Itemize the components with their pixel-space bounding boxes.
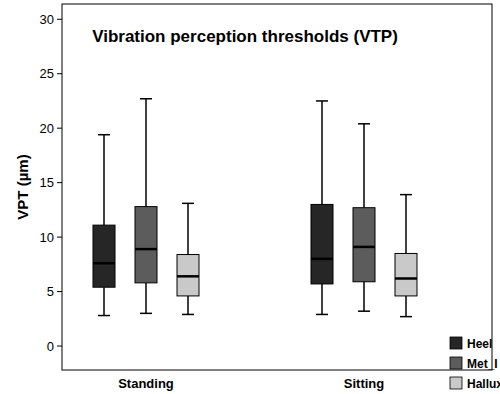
- y-axis-label: VPT (µm): [14, 154, 31, 219]
- marks: [93, 99, 417, 317]
- y-tick-label: 15: [40, 175, 54, 190]
- upper-whisker: [145, 99, 147, 207]
- min-cap: [400, 316, 412, 318]
- legend-label: Met_I: [467, 357, 498, 371]
- y-tick: [57, 128, 62, 129]
- min-cap: [182, 314, 194, 316]
- median: [353, 246, 375, 249]
- median: [311, 258, 333, 261]
- max-cap: [316, 100, 328, 102]
- y-tick-label: 25: [40, 66, 54, 81]
- legend-swatch: [450, 357, 462, 369]
- chart: Vibration perception thresholds (VTP) VPT…: [0, 0, 500, 394]
- max-cap: [358, 123, 370, 125]
- median: [177, 275, 199, 278]
- box: [135, 207, 157, 283]
- max-cap: [98, 134, 110, 136]
- upper-whisker: [321, 101, 323, 204]
- x-tick-label: Standing: [118, 376, 174, 391]
- y-tick: [57, 291, 62, 292]
- plot-frame: [62, 4, 492, 370]
- upper-whisker: [103, 135, 105, 225]
- box: [311, 204, 333, 284]
- legend-swatch: [450, 337, 462, 349]
- y-tick-label: 10: [40, 230, 54, 245]
- upper-whisker: [405, 195, 407, 254]
- upper-whisker: [187, 203, 189, 254]
- lower-whisker: [187, 296, 189, 315]
- y-tick: [57, 346, 62, 347]
- x-tick-label: Sitting: [344, 376, 384, 391]
- y-tick: [57, 19, 62, 20]
- lower-whisker: [145, 283, 147, 314]
- y-tick: [57, 237, 62, 238]
- median: [395, 277, 417, 280]
- lower-whisker: [103, 287, 105, 315]
- median: [93, 262, 115, 265]
- y-tick-label: 5: [47, 284, 54, 299]
- lower-whisker: [363, 282, 365, 311]
- box: [395, 253, 417, 295]
- y-tick-label: 0: [47, 339, 54, 354]
- legend: Heel Met_I Hallux: [450, 337, 500, 391]
- median: [135, 248, 157, 251]
- max-cap: [400, 194, 412, 196]
- upper-whisker: [363, 124, 365, 208]
- min-cap: [140, 313, 152, 315]
- legend-label: Heel: [467, 337, 492, 351]
- y-tick-label: 30: [40, 12, 54, 27]
- box: [93, 225, 115, 287]
- lower-whisker: [405, 296, 407, 317]
- box: [177, 255, 199, 296]
- y-tick: [57, 182, 62, 183]
- min-cap: [316, 314, 328, 316]
- max-cap: [182, 203, 194, 205]
- y-tick: [57, 73, 62, 74]
- max-cap: [140, 98, 152, 100]
- legend-label: Hallux: [467, 377, 500, 391]
- lower-whisker: [321, 284, 323, 315]
- title: Vibration perception thresholds (VTP): [92, 27, 398, 46]
- min-cap: [358, 310, 370, 312]
- y-tick-label: 20: [40, 121, 54, 136]
- box: [353, 208, 375, 282]
- min-cap: [98, 315, 110, 317]
- legend-swatch: [450, 377, 462, 389]
